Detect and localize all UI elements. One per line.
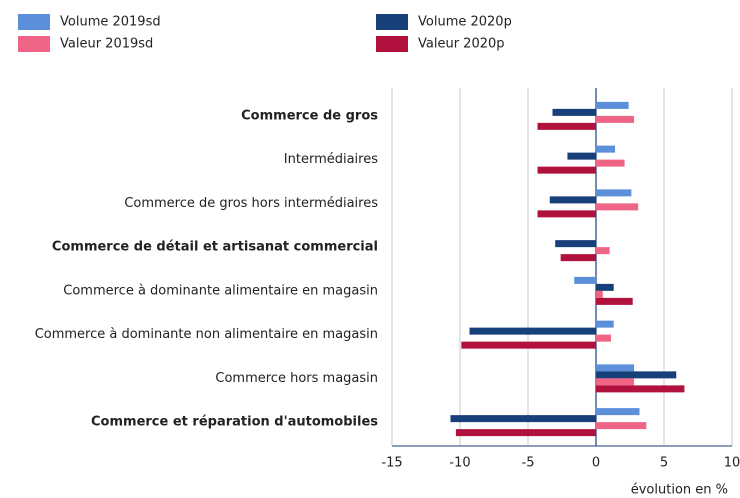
legend-swatch (18, 36, 50, 52)
y-tick-label: Commerce de gros (241, 108, 378, 123)
bar (596, 145, 616, 153)
bar (596, 334, 611, 342)
x-axis-label: évolution en % (631, 483, 728, 498)
y-tick-label: Commerce hors magasin (215, 371, 378, 386)
bar (596, 371, 677, 379)
bar (596, 247, 610, 255)
bar (596, 101, 629, 109)
bar (567, 152, 596, 160)
legend-swatch (376, 14, 408, 30)
bar (596, 408, 640, 416)
bar (574, 276, 596, 284)
bar (552, 108, 596, 116)
legend-swatch (376, 36, 408, 52)
bar (537, 122, 596, 130)
bar (596, 203, 639, 211)
y-tick-label: Commerce de détail et artisanat commerci… (52, 240, 378, 255)
bar (596, 364, 635, 372)
bar (450, 415, 596, 423)
legend-label: Valeur 2020p (418, 37, 505, 52)
legend-label: Volume 2020p (418, 15, 512, 30)
bar (596, 297, 633, 305)
x-tick-label: -15 (381, 456, 402, 471)
legend-label: Volume 2019sd (60, 15, 161, 30)
bar (596, 378, 635, 386)
bar (455, 429, 596, 437)
bar (596, 422, 647, 430)
bar (596, 159, 625, 167)
bar (549, 196, 596, 204)
y-tick-label: Commerce à dominante non alimentaire en … (35, 327, 378, 342)
bar (596, 283, 614, 291)
bar (537, 210, 596, 218)
legend-label: Valeur 2019sd (60, 37, 153, 52)
y-tick-label: Intermédiaires (284, 152, 378, 167)
bar (596, 189, 632, 197)
x-tick-label: 0 (592, 456, 600, 471)
y-tick-label: Commerce de gros hors intermédiaires (124, 196, 378, 211)
x-tick-label: 10 (724, 456, 740, 471)
y-tick-label: Commerce et réparation d'automobiles (91, 415, 378, 430)
bar (555, 240, 596, 248)
bar (560, 254, 596, 262)
x-tick-label: -10 (449, 456, 470, 471)
x-tick-label: 5 (660, 456, 668, 471)
bar (461, 341, 596, 349)
bar (596, 115, 635, 123)
bar (469, 327, 596, 335)
bar (596, 385, 685, 393)
bar (537, 166, 596, 174)
legend-swatch (18, 14, 50, 30)
bar (596, 320, 614, 328)
x-tick-label: -5 (522, 456, 535, 471)
y-tick-label: Commerce à dominante alimentaire en maga… (63, 283, 378, 298)
bar (596, 290, 603, 298)
